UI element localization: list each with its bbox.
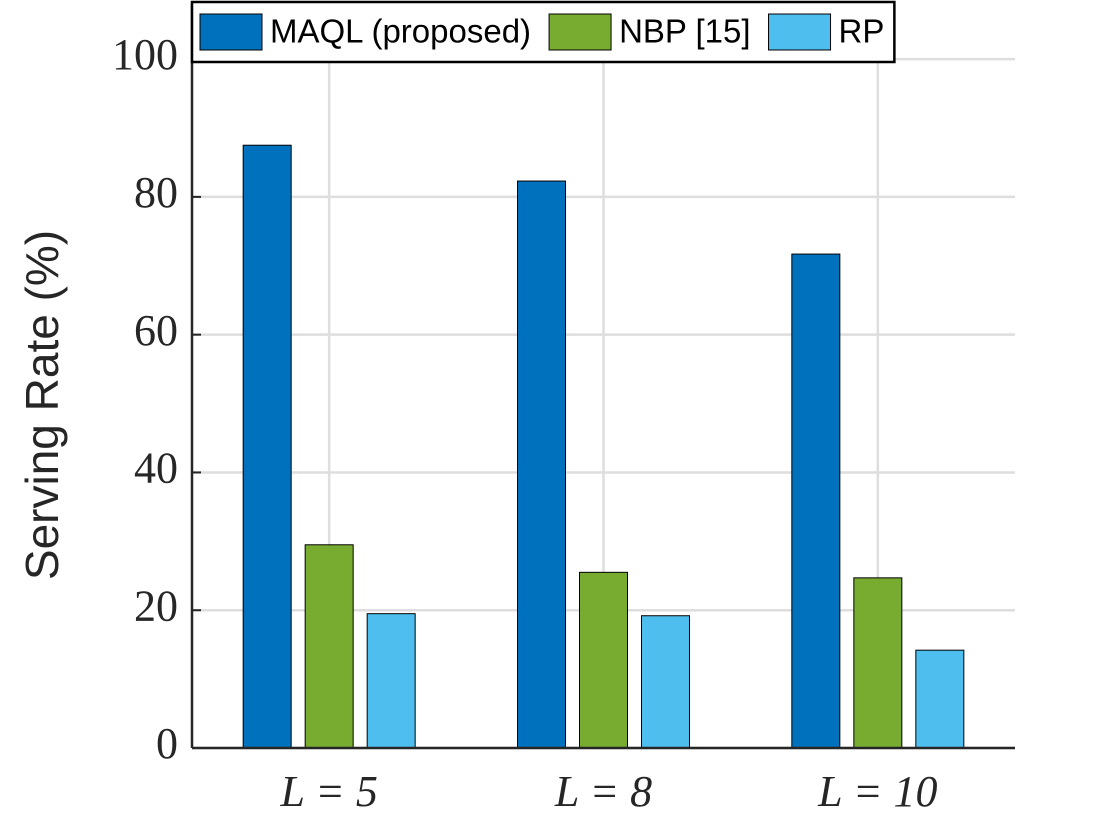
y-tick-label: 40	[134, 444, 178, 493]
x-tick-label: L = 8	[554, 767, 652, 816]
legend-swatch	[199, 13, 263, 51]
y-axis-label: Serving Rate (%)	[16, 230, 68, 580]
x-tick-label: L = 5	[279, 767, 377, 816]
y-tick-label: 80	[134, 168, 178, 217]
y-tick-label: 100	[112, 30, 178, 79]
y-tick-label: 20	[134, 581, 178, 630]
bar	[915, 649, 965, 749]
bar	[791, 253, 841, 749]
legend-swatch	[768, 13, 832, 51]
legend-swatch	[548, 13, 612, 51]
bar	[579, 571, 628, 749]
bar	[641, 615, 690, 749]
bar	[242, 144, 292, 749]
y-tick-label: 60	[134, 306, 178, 355]
y-tick-label: 0	[156, 719, 178, 768]
x-tick-label: L = 10	[817, 767, 937, 816]
bar	[517, 180, 566, 749]
legend-label: MAQL (proposed)	[270, 13, 531, 50]
bar	[304, 544, 354, 749]
bar	[366, 613, 416, 749]
legend-label: RP	[839, 13, 885, 50]
legend-label: NBP [15]	[619, 13, 750, 50]
bar	[853, 577, 903, 749]
